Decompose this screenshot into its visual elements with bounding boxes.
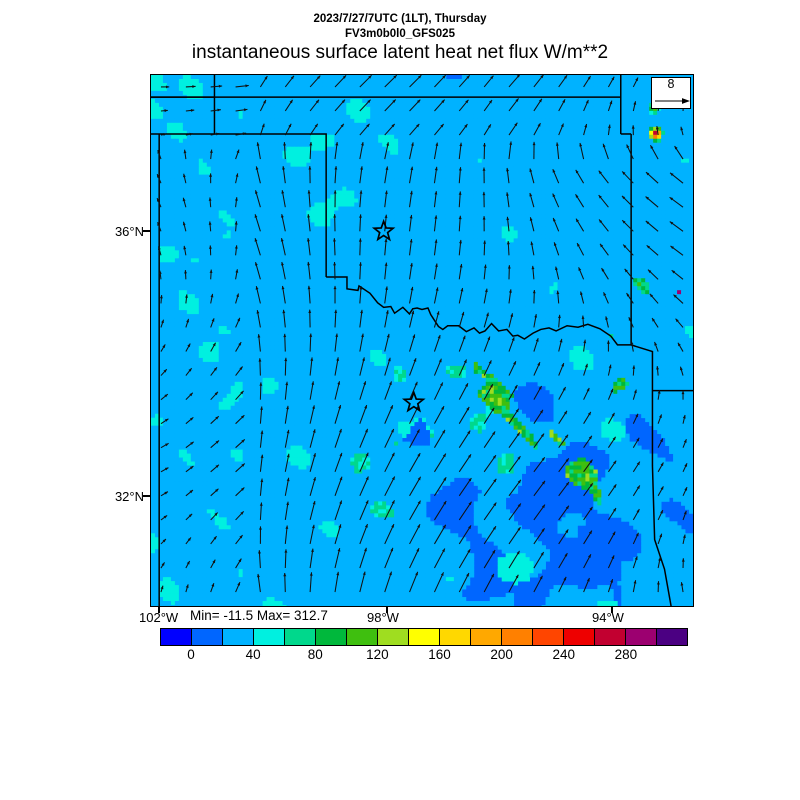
colorbar-segment-11: [502, 629, 533, 645]
flux-field-raster: [151, 75, 693, 606]
colorbar-tick-240: 240: [552, 647, 576, 662]
colorbar[interactable]: [160, 628, 688, 646]
colorbar-tick-200: 200: [490, 647, 513, 662]
site-marker-north: [371, 218, 396, 242]
colorbar-tick-280: 280: [614, 647, 638, 662]
colorbar-tick-labels: 0 40 80 120 160 200 240 280: [160, 647, 688, 665]
lat-label-32n: 32°N: [114, 489, 144, 504]
right-arrow-icon: [655, 98, 690, 104]
colorbar-segment-7: [378, 629, 409, 645]
lat-label-36n: 36°N: [114, 224, 144, 239]
lon-label-94w: 94°W: [592, 610, 624, 625]
reference-vector-value: 8: [667, 77, 675, 91]
colorbar-tick-40: 40: [245, 647, 261, 662]
site-marker-south: [401, 390, 426, 413]
state-boundaries-overlay: [151, 75, 693, 606]
colorbar-segment-9: [440, 629, 471, 645]
header-date-line: 2023/7/27/7UTC (1LT), Thursday: [313, 13, 487, 25]
min-max-stats: Min= -11.5 Max= 312.7: [190, 608, 328, 623]
lon-label-98w: 98°W: [367, 610, 399, 625]
colorbar-segment-5: [316, 629, 347, 645]
colorbar-segment-8: [409, 629, 440, 645]
colorbar-segment-10: [471, 629, 502, 645]
colorbar-segments[interactable]: [160, 628, 688, 646]
colorbar-segment-16: [657, 629, 687, 645]
colorbar-segment-1: [192, 629, 223, 645]
wind-vector-overlay: [156, 75, 688, 593]
colorbar-segment-12: [533, 629, 564, 645]
lon-tick-98w: [386, 606, 388, 613]
lon-tick-94w: [611, 606, 613, 613]
colorbar-segment-14: [595, 629, 626, 645]
page-title: instantaneous surface latent heat net fl…: [191, 42, 609, 63]
colorbar-tick-160: 160: [428, 647, 451, 662]
colorbar-segment-0: [161, 629, 192, 645]
reference-vector-legend: 8: [651, 77, 691, 109]
colorbar-segment-6: [347, 629, 378, 645]
colorbar-segment-2: [223, 629, 254, 645]
colorbar-segment-3: [254, 629, 285, 645]
colorbar-tick-120: 120: [366, 647, 389, 662]
lat-tick-32n: [143, 495, 150, 497]
colorbar-tick-80: 80: [307, 647, 323, 662]
lon-label-102w: 102°W: [139, 610, 179, 625]
colorbar-tick-0: 0: [187, 647, 195, 662]
colorbar-segment-15: [626, 629, 657, 645]
header-model-line: FV3m0b0l0_GFS025: [345, 28, 455, 40]
lon-tick-102w: [158, 606, 160, 613]
map-plot-area[interactable]: 8: [150, 74, 694, 607]
colorbar-segment-4: [285, 629, 316, 645]
lat-tick-36n: [143, 230, 150, 232]
colorbar-segment-13: [564, 629, 595, 645]
